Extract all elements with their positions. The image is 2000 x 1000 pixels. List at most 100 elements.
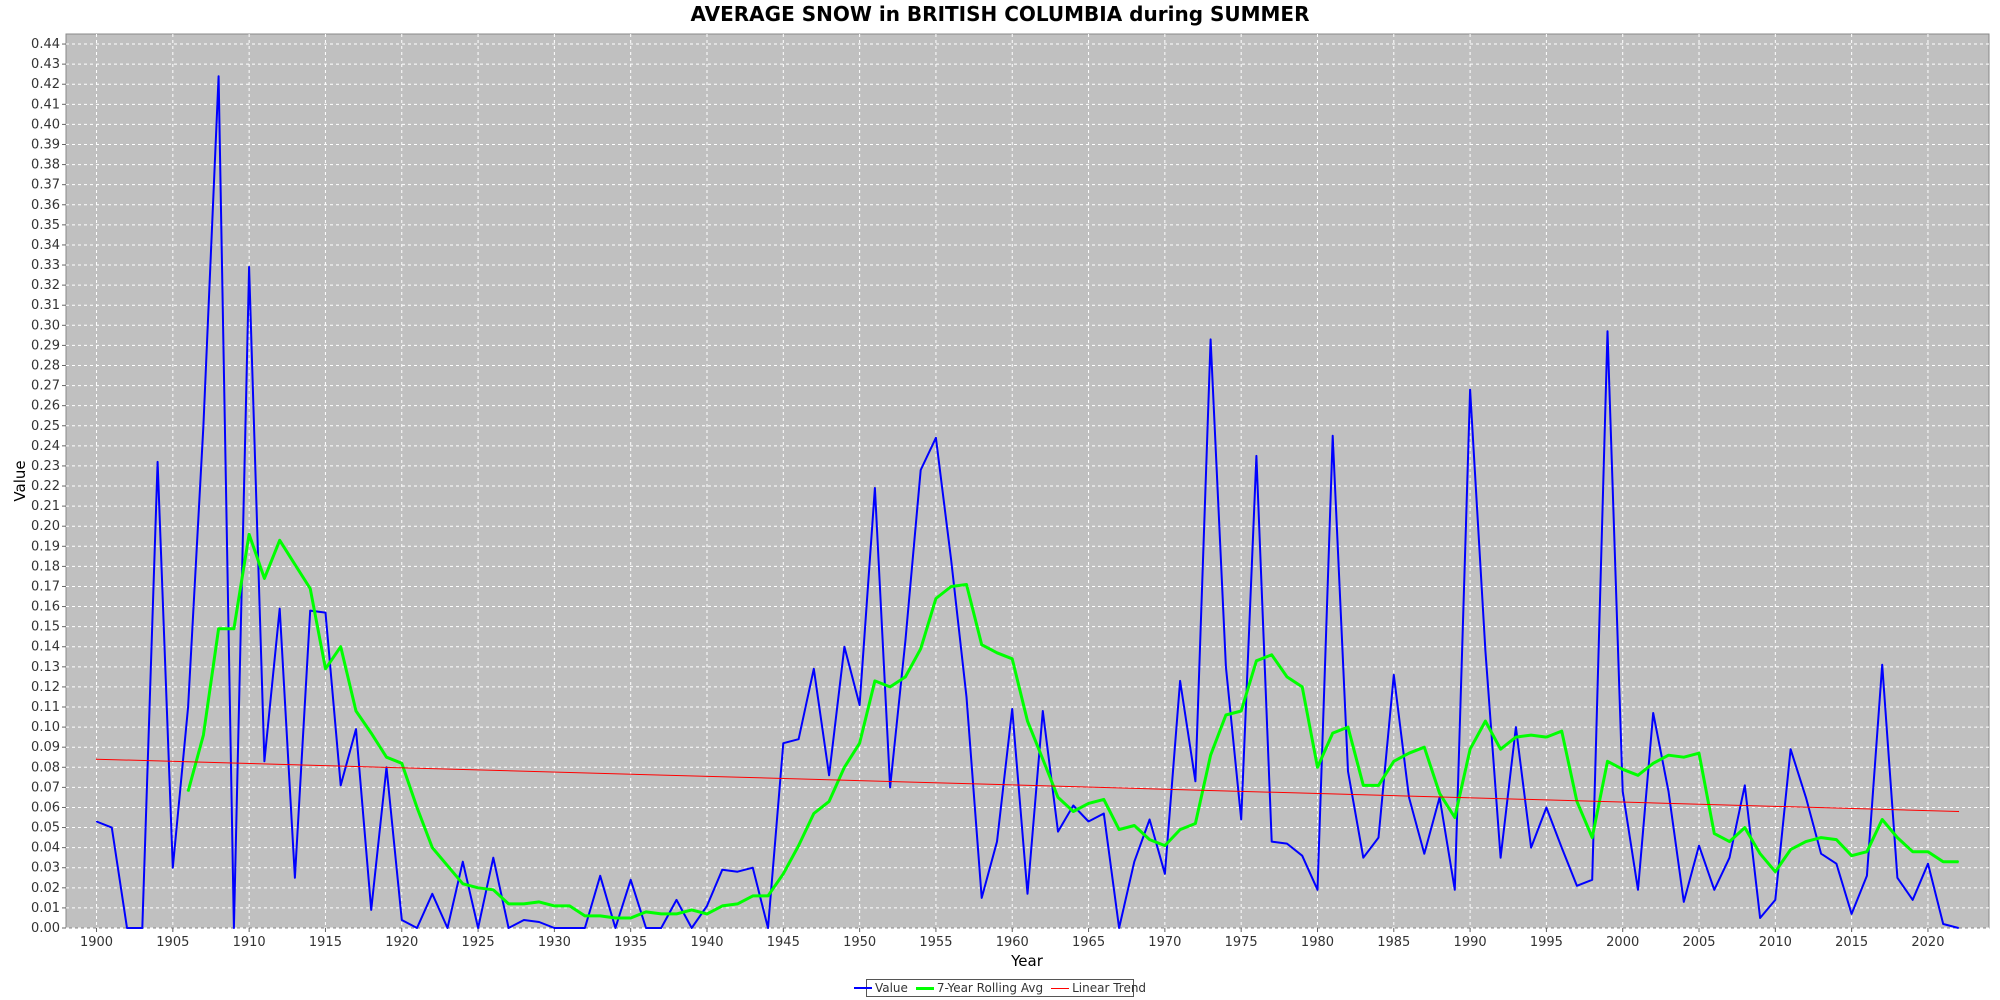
data-point-7-year-rolling-avg (401, 762, 403, 764)
x-tick-label: 1960 (996, 935, 1029, 950)
data-point-value (187, 706, 189, 708)
data-point-7-year-rolling-avg (1790, 849, 1792, 851)
data-point-value (1881, 664, 1883, 666)
data-point-7-year-rolling-avg (1179, 829, 1181, 831)
data-point-7-year-rolling-avg (1515, 736, 1517, 738)
data-point-7-year-rolling-avg (1332, 732, 1334, 734)
data-point-7-year-rolling-avg (1393, 760, 1395, 762)
data-point-value (630, 879, 632, 881)
data-point-7-year-rolling-avg (1118, 829, 1120, 831)
data-point-value (263, 760, 265, 762)
data-point-7-year-rolling-avg (736, 903, 739, 905)
data-point-value (340, 784, 342, 787)
data-point-value (111, 827, 113, 829)
y-tick-label: 0.01 (31, 901, 60, 916)
data-point-value (1866, 875, 1868, 877)
data-point-7-year-rolling-avg (1042, 758, 1044, 760)
data-point-value (309, 610, 311, 612)
y-tick-label: 0.29 (31, 338, 60, 353)
data-point-value (95, 820, 98, 823)
data-point-value (752, 867, 754, 869)
data-point-value (599, 875, 601, 877)
data-point-7-year-rolling-avg (431, 847, 433, 849)
y-tick-label: 0.34 (31, 238, 60, 253)
data-point-7-year-rolling-avg (1301, 686, 1303, 688)
data-point-value (1332, 435, 1334, 437)
data-point-7-year-rolling-avg (752, 895, 754, 897)
y-tick-label: 0.28 (31, 358, 60, 373)
data-point-value (1057, 831, 1059, 833)
y-tick-label: 0.24 (31, 439, 60, 454)
data-point-7-year-rolling-avg (523, 903, 525, 905)
data-point-value (1606, 330, 1609, 332)
data-point-value (1515, 726, 1517, 728)
data-point-value (446, 927, 449, 929)
data-point-7-year-rolling-avg (355, 710, 357, 712)
data-point-7-year-rolling-avg (553, 905, 556, 907)
data-point-value (1026, 893, 1029, 895)
data-point-value (355, 728, 357, 730)
y-tick-label: 0.06 (31, 800, 60, 815)
data-point-7-year-rolling-avg (645, 911, 647, 913)
data-point-value (477, 927, 479, 929)
data-point-7-year-rolling-avg (1072, 810, 1074, 813)
data-point-value (126, 927, 128, 929)
data-point-7-year-rolling-avg (721, 905, 723, 907)
data-point-7-year-rolling-avg (462, 883, 464, 885)
y-tick-label: 0.15 (31, 620, 60, 635)
x-tick-label: 1990 (1454, 935, 1487, 950)
data-point-7-year-rolling-avg (446, 865, 449, 867)
data-point-value (1576, 885, 1578, 887)
x-tick-label: 1985 (1377, 935, 1410, 950)
y-tick-label: 0.20 (31, 519, 60, 534)
data-point-value (172, 867, 174, 869)
data-point-value (645, 927, 647, 929)
data-point-value (1194, 780, 1196, 782)
y-tick-label: 0.02 (31, 881, 60, 896)
legend-label: 7-Year Rolling Avg (936, 981, 1044, 995)
data-point-value (1957, 927, 1960, 929)
y-tick-label: 0.13 (31, 660, 60, 675)
y-tick-label: 0.39 (31, 137, 60, 152)
data-point-7-year-rolling-avg (1347, 726, 1349, 728)
data-point-value (508, 927, 510, 929)
data-point-7-year-rolling-avg (904, 676, 907, 678)
x-tick-label: 1965 (1072, 935, 1105, 950)
data-point-value (996, 841, 998, 843)
data-point-value (706, 905, 708, 907)
legend-item-7-year-rolling-avg: 7-Year Rolling Avg (915, 981, 1044, 995)
data-point-7-year-rolling-avg (1210, 754, 1212, 756)
data-point-7-year-rolling-avg (1866, 851, 1868, 853)
data-point-7-year-rolling-avg (1133, 824, 1135, 827)
data-point-7-year-rolling-avg (1759, 853, 1761, 855)
y-tick-label: 0.44 (31, 37, 60, 52)
data-point-value (233, 927, 235, 929)
y-tick-label: 0.27 (31, 379, 60, 394)
data-point-value (1225, 666, 1227, 668)
data-point-value (889, 786, 891, 789)
data-point-value (218, 75, 220, 77)
data-point-7-year-rolling-avg (935, 597, 937, 600)
data-point-7-year-rolling-avg (202, 734, 204, 736)
y-tick-label: 0.23 (31, 459, 60, 474)
data-point-7-year-rolling-avg (1225, 714, 1227, 716)
data-point-7-year-rolling-avg (416, 806, 418, 809)
x-tick-label: 1930 (538, 935, 571, 950)
data-point-7-year-rolling-avg (859, 742, 861, 744)
data-point-7-year-rolling-avg (309, 587, 311, 590)
data-point-7-year-rolling-avg (920, 648, 922, 650)
data-point-value (1240, 818, 1242, 821)
data-point-7-year-rolling-avg (996, 652, 998, 654)
y-tick-label: 0.03 (31, 861, 60, 876)
data-point-value (1744, 784, 1746, 787)
data-point-7-year-rolling-avg (1835, 839, 1837, 841)
y-tick-label: 0.31 (31, 298, 60, 313)
data-point-7-year-rolling-avg (1194, 822, 1196, 825)
data-point-value (1851, 913, 1853, 915)
y-tick-label: 0.00 (31, 921, 60, 936)
data-point-7-year-rolling-avg (1484, 720, 1486, 722)
legend-item-value: Value (853, 981, 908, 995)
y-tick-label: 0.40 (31, 117, 60, 132)
data-point-value (1255, 455, 1257, 457)
data-point-value (1103, 812, 1105, 815)
